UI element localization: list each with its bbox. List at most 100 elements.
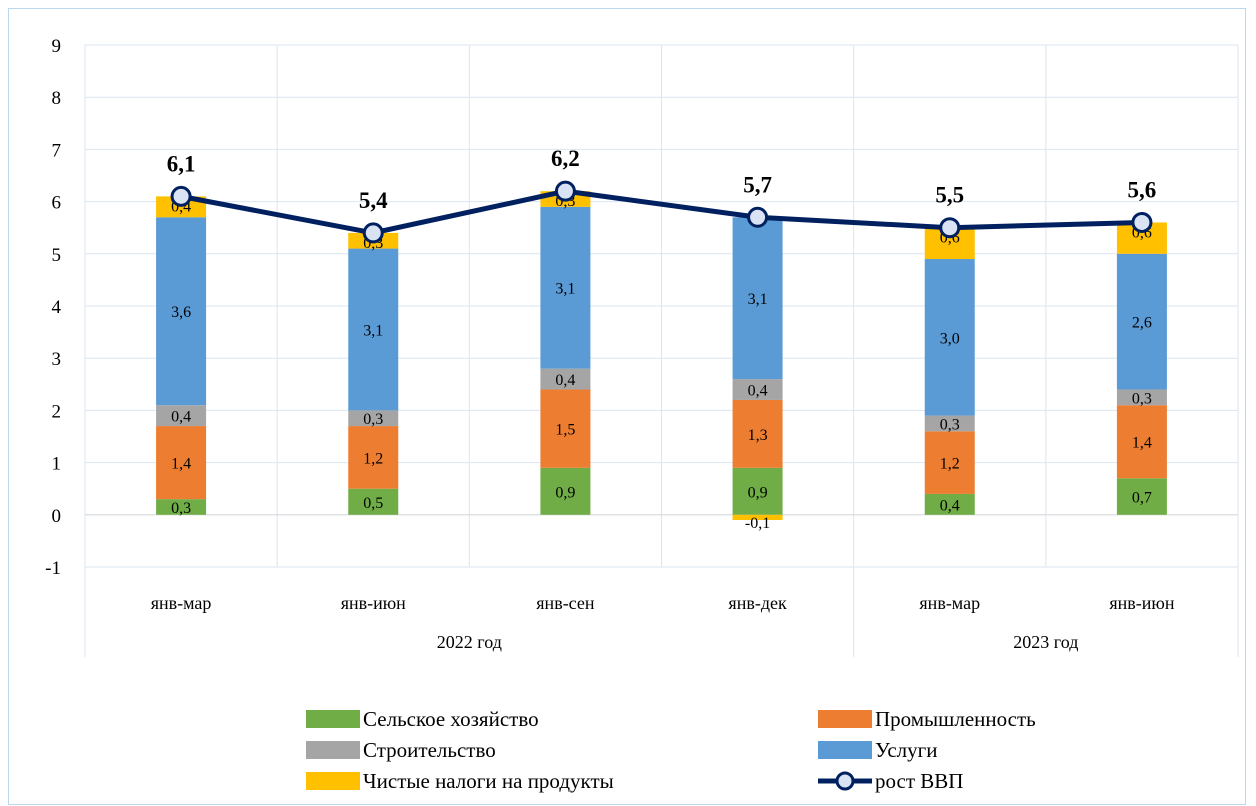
bar-segment-4 xyxy=(348,248,399,411)
x-category-label: янв-мар xyxy=(151,593,212,613)
legend-label: Услуги xyxy=(875,738,938,762)
bar-value-label: 0,4 xyxy=(555,372,575,389)
bar-segment-2 xyxy=(348,426,399,489)
bar-segment-4 xyxy=(156,217,207,406)
bar-value-label: 0,5 xyxy=(363,495,383,512)
gdp-point xyxy=(362,222,384,244)
bar-value-label: 3,1 xyxy=(363,322,383,339)
bar-segment-3 xyxy=(348,410,399,427)
bar-segment-3 xyxy=(1116,389,1167,406)
bar-value-label: 0,4 xyxy=(171,409,191,426)
legend-label: рост ВВП xyxy=(875,769,963,793)
gdp-value-label: 5,5 xyxy=(935,183,964,208)
bar-value-label: 1,4 xyxy=(1132,435,1152,452)
x-category-label: янв-сен xyxy=(536,593,595,613)
gdp-value-label: 5,4 xyxy=(359,188,388,213)
bar-segment-1 xyxy=(732,467,783,515)
x-group-label: 2022 год xyxy=(437,632,502,652)
bar-value-label: 0,9 xyxy=(748,484,768,501)
legend-label: Чистые налоги на продукты xyxy=(363,769,614,793)
bar-value-label: 0,7 xyxy=(1132,490,1152,507)
stacked-bars xyxy=(156,191,1167,521)
legend-swatch xyxy=(306,710,360,728)
gdp-value-label: 6,2 xyxy=(551,146,580,171)
y-tick-label: 5 xyxy=(52,245,62,266)
bar-segment-1 xyxy=(924,493,975,515)
bar-value-label: 0,3 xyxy=(940,416,960,433)
y-tick-label: 4 xyxy=(52,297,62,318)
bar-value-label: 3,0 xyxy=(940,330,960,347)
bar-value-label: 0,4 xyxy=(748,383,768,400)
x-category-label: янв-мар xyxy=(919,593,980,613)
bar-value-label: 0,3 xyxy=(363,411,383,428)
bar-value-label: 2,6 xyxy=(1132,315,1152,332)
y-tick-label: 8 xyxy=(52,88,62,109)
x-category-label: янв-июн xyxy=(1109,593,1174,613)
x-category-label: янв-дек xyxy=(728,593,787,613)
legend-label: Сельское хозяйство xyxy=(363,707,539,731)
legend-label: Строительство xyxy=(363,738,496,762)
bar-value-label: 0,3 xyxy=(1132,390,1152,407)
chart-frame: -1 0 1 2 3 4 5 6 7 8 9 0,3 1,4 0,4 3,6 0,4 0,5 1,2 0,3 3,1… xyxy=(8,8,1246,805)
bar-segment-2 xyxy=(732,399,783,468)
bar-value-label: 0,4 xyxy=(940,497,960,514)
y-tick-label: 6 xyxy=(52,193,62,214)
y-tick-label: -1 xyxy=(45,558,61,579)
bar-value-label: 1,4 xyxy=(171,456,191,473)
legend-swatch xyxy=(306,772,360,790)
y-tick-label: 0 xyxy=(52,506,62,527)
y-tick-label: 1 xyxy=(52,454,62,475)
legend: Сельское хозяйство Промышленность Строител… xyxy=(306,707,1036,793)
y-tick-label: 2 xyxy=(52,401,62,422)
y-axis: -1 0 1 2 3 4 5 6 7 8 9 xyxy=(45,36,61,579)
gdp-growth-chart: -1 0 1 2 3 4 5 6 7 8 9 0,3 1,4 0,4 3,6 0,4 0,5 1,2 0,3 3,1… xyxy=(45,36,1239,793)
bar-value-label: 1,3 xyxy=(748,427,768,444)
bar-segment-4 xyxy=(540,206,591,369)
x-group-label: 2023 год xyxy=(1013,632,1078,652)
bar-value-label: 3,1 xyxy=(748,291,768,308)
bar-segment-2 xyxy=(1116,405,1167,479)
bar-value-label: 1,2 xyxy=(940,456,960,473)
x-axis: янв-мар янв-июн янв-сен янв-дек янв-мар янв-и… xyxy=(84,567,1239,657)
bar-segment-5 xyxy=(732,514,783,521)
bar-segment-2 xyxy=(540,389,591,468)
legend-label: Промышленность xyxy=(875,707,1036,731)
bar-segment-3 xyxy=(156,405,207,427)
gdp-value-label: 5,7 xyxy=(743,172,772,197)
legend-swatch xyxy=(818,741,872,759)
bar-segment-1 xyxy=(540,467,591,515)
bar-segment-3 xyxy=(924,415,975,432)
bar-segment-1 xyxy=(156,499,207,515)
bar-segment-2 xyxy=(156,426,207,500)
y-tick-label: 9 xyxy=(52,36,62,57)
gdp-point xyxy=(170,185,192,207)
gdp-point xyxy=(1131,211,1153,233)
bar-segment-1 xyxy=(1116,478,1167,515)
gdp-growth-line xyxy=(180,188,1142,236)
bar-value-label: 1,2 xyxy=(363,450,383,467)
bar-value-label: -0,1 xyxy=(745,515,770,532)
bar-value-label: 3,6 xyxy=(171,304,191,321)
bar-segment-2 xyxy=(924,431,975,494)
gdp-point xyxy=(939,217,961,239)
bar-segment-4 xyxy=(732,217,783,380)
gdp-value-label: 5,6 xyxy=(1128,177,1157,202)
gdp-point xyxy=(747,206,769,228)
x-category-label: янв-июн xyxy=(341,593,406,613)
bar-value-label: 0,9 xyxy=(555,484,575,501)
legend-swatch xyxy=(818,710,872,728)
y-tick-label: 3 xyxy=(52,349,62,370)
bar-segment-3 xyxy=(732,379,783,400)
gdp-line: 6,1 5,4 6,2 5,7 5,5 5,6 xyxy=(167,146,1157,244)
bar-value-label: 1,5 xyxy=(555,422,575,439)
gdp-value-label: 6,1 xyxy=(167,151,196,176)
bar-segment-3 xyxy=(540,368,591,390)
gridlines xyxy=(84,44,1239,568)
legend-marker xyxy=(835,771,855,791)
bar-segment-4 xyxy=(924,259,975,416)
bar-segment-4 xyxy=(1116,253,1167,390)
y-tick-label: 7 xyxy=(52,140,62,161)
bar-segment-1 xyxy=(348,488,399,515)
gdp-point xyxy=(554,180,576,202)
bar-value-label: 0,3 xyxy=(171,500,191,517)
